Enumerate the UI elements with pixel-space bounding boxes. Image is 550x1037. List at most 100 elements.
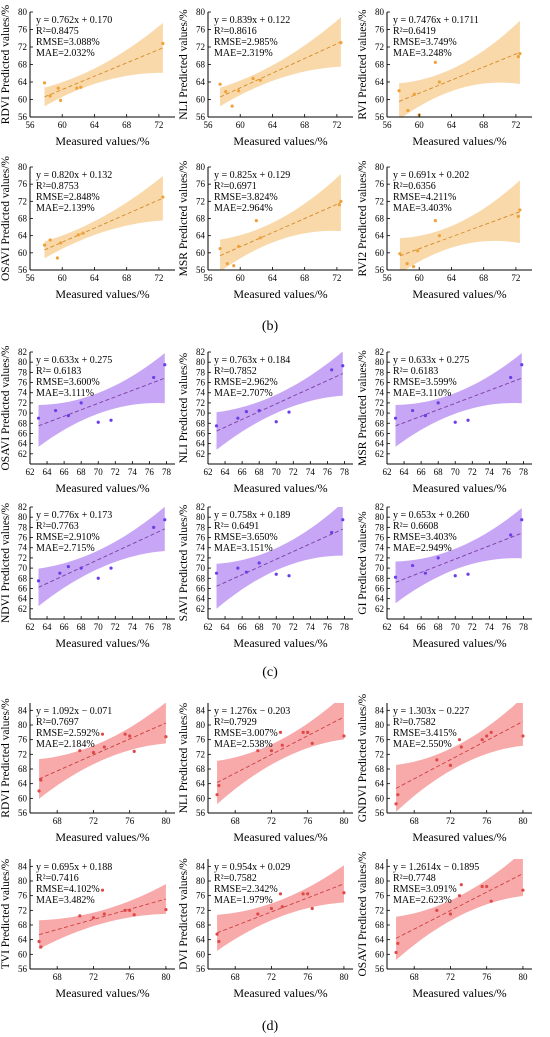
chart-panel-4: 56 60 64 68 72 76 80 56 60 64 68 72 Measured values/… (0, 156, 175, 301)
x-tick-label: 66 (417, 467, 427, 477)
data-point (164, 735, 168, 739)
data-point (225, 261, 229, 266)
x-tick-label: 76 (303, 816, 313, 826)
data-point (236, 566, 240, 570)
y-tick-label: 66 (18, 583, 28, 593)
y-tick-label: 82 (18, 502, 27, 512)
stats-annotation: y = 0.695x + 0.188 (36, 862, 112, 873)
stats-annotation: y = 0.762x + 0.170 (36, 15, 112, 26)
stats-annotation: R²= 0.6183 (36, 366, 81, 377)
stats-annotation: y = 1.276x − 0.203 (214, 706, 290, 717)
data-point (280, 905, 284, 909)
stats-annotation: RMSE=3.650% (214, 532, 278, 543)
fit-line (38, 898, 167, 936)
x-tick-label: 70 (94, 467, 104, 477)
y-tick-label: 80 (375, 162, 385, 172)
x-tick-label: 72 (289, 622, 298, 632)
data-point (435, 758, 439, 762)
data-point (218, 246, 222, 251)
stats-annotation: y = 0.691x + 0.202 (393, 170, 469, 181)
x-tick-label: 68 (300, 273, 310, 283)
y-tick-label: 76 (196, 533, 206, 543)
chart-panel-16: 56 60 64 68 72 76 80 84 68 72 76 80 Measured values/… (0, 858, 175, 1000)
data-point (398, 252, 402, 256)
y-tick-label: 80 (196, 512, 206, 522)
x-axis-label: Measured values/% (55, 287, 149, 301)
y-tick-label: 76 (375, 378, 385, 388)
x-tick-label: 72 (511, 273, 520, 283)
data-point (254, 219, 258, 223)
x-tick-label: 68 (434, 467, 444, 477)
x-tick-label: 80 (518, 816, 528, 826)
x-tick-label: 72 (89, 972, 98, 982)
fit-line (216, 716, 345, 783)
data-point (339, 199, 343, 203)
y-tick-label: 60 (375, 95, 385, 105)
data-point (36, 579, 41, 583)
x-tick-label: 56 (26, 120, 36, 130)
x-axis-label: Measured values/% (55, 830, 149, 844)
data-point (257, 561, 261, 565)
stats-annotation: R²=0.8475 (36, 26, 79, 37)
confidence-band (44, 176, 163, 259)
y-tick-label: 80 (18, 720, 28, 730)
stats-annotation: y = 1.092x − 0.071 (36, 706, 112, 717)
data-point (306, 892, 310, 896)
x-tick-label: 72 (468, 467, 477, 477)
data-point (256, 912, 260, 916)
data-point (230, 104, 234, 108)
y-tick-label: 76 (375, 533, 385, 543)
x-tick-label: 68 (122, 120, 132, 130)
y-tick-label: 78 (375, 367, 385, 377)
stats-annotation: y = 0.839x + 0.122 (214, 15, 290, 26)
stats-annotation: y = 1.303x − 0.227 (393, 706, 469, 717)
y-tick-label: 80 (196, 876, 206, 886)
x-tick-label: 74 (306, 467, 316, 477)
data-point (100, 888, 105, 892)
confidence-band (399, 180, 520, 270)
x-tick-label: 76 (323, 622, 333, 632)
y-tick-label: 68 (375, 418, 385, 428)
y-tick-label: 68 (375, 764, 385, 774)
data-point (163, 363, 167, 367)
y-axis-label: MSR Predicted values/% (178, 160, 190, 276)
x-tick-label: 74 (306, 622, 316, 632)
fit-line (395, 377, 522, 427)
data-point (489, 899, 493, 903)
x-tick-label: 56 (383, 273, 393, 283)
x-tick-label: 72 (446, 972, 455, 982)
y-axis-label: NLI Predicted values/% (178, 702, 190, 813)
y-tick-label: 74 (18, 388, 28, 398)
confidence-band (220, 174, 341, 270)
x-tick-label: 56 (383, 120, 393, 130)
x-tick-label: 68 (53, 972, 63, 982)
data-point (448, 763, 453, 767)
data-point (232, 264, 236, 268)
y-tick-label: 80 (18, 512, 28, 522)
stats-annotation: RMSE=2.342% (214, 884, 278, 895)
y-tick-label: 56 (18, 808, 28, 818)
x-tick-label: 68 (479, 120, 489, 130)
data-point (521, 734, 525, 738)
x-axis-label: Measured values/% (233, 830, 327, 844)
x-tick-label: 66 (60, 467, 70, 477)
data-point (256, 749, 260, 753)
y-tick-label: 64 (375, 935, 385, 945)
y-tick-label: 64 (375, 77, 385, 87)
x-tick-label: 76 (303, 972, 313, 982)
stats-annotation: RMSE=3.403% (393, 532, 457, 543)
stats-annotation: MAE=3.482% (36, 895, 95, 906)
y-tick-label: 72 (375, 42, 384, 52)
data-point (237, 244, 241, 248)
data-point (393, 575, 398, 579)
data-point (480, 884, 484, 889)
data-point (161, 41, 165, 46)
y-tick-label: 64 (18, 779, 28, 789)
chart-panel-6: 56 60 64 68 72 76 80 56 60 64 68 72 Measured values/… (357, 160, 532, 301)
stats-annotation: MAE=2.949% (393, 543, 452, 554)
y-tick-label: 74 (196, 543, 206, 553)
stats-annotation: RMSE=3.088% (36, 37, 100, 48)
stats-annotation: R²=0.7748 (393, 873, 436, 884)
